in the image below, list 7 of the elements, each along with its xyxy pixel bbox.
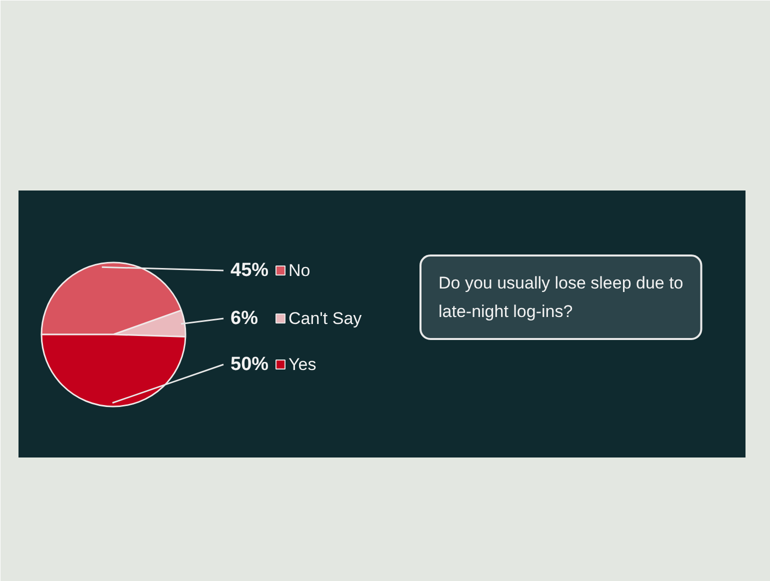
legend-label: Yes bbox=[288, 355, 316, 374]
legend-label: Can't Say bbox=[288, 309, 362, 328]
data-label: 6% bbox=[230, 308, 258, 329]
data-label: 50% bbox=[230, 354, 269, 375]
text: Do you usually lose sleep due to late-night log-ins? bbox=[438, 274, 684, 321]
data-label: 45% bbox=[230, 260, 269, 281]
legend-label: No bbox=[288, 261, 310, 280]
